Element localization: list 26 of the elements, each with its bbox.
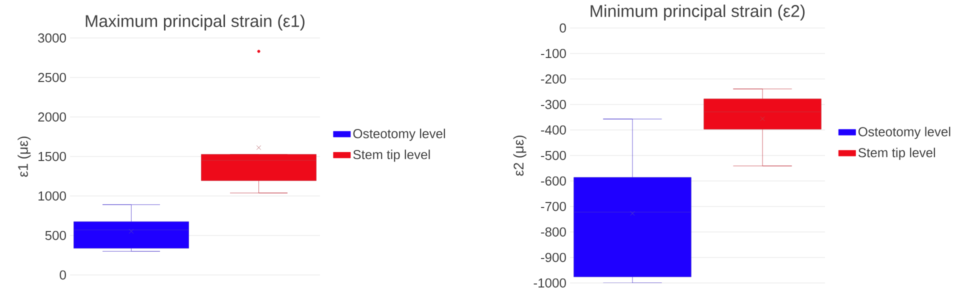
- y-axis-title: ε1 (με): [18, 136, 31, 177]
- legend-label: Osteotomy level: [858, 126, 950, 139]
- y-tick-label: -400: [541, 125, 566, 135]
- y-tick-label: -200: [541, 74, 566, 84]
- y-tick-label: -100: [541, 48, 566, 58]
- y-tick-label: 500: [45, 230, 66, 240]
- chart-title: Maximum principal strain (ε1): [86, 14, 304, 30]
- y-tick-label: 3000: [38, 33, 66, 43]
- legend-label: Stem tip level: [858, 148, 936, 160]
- y-tick-label: 1000: [38, 191, 66, 201]
- y-tick-label: -500: [541, 150, 566, 160]
- y-tick-label: -900: [541, 252, 566, 262]
- y-tick-label: 0: [60, 270, 66, 280]
- y-tick-label: 0: [560, 23, 566, 33]
- y-tick-label: -800: [541, 227, 566, 237]
- legend-label: Stem tip level: [353, 150, 430, 162]
- y-tick-label: -300: [541, 100, 566, 110]
- y-tick-label: -1000: [534, 278, 566, 288]
- y-tick-label: -600: [541, 176, 566, 186]
- y-tick-label: 2000: [38, 112, 66, 122]
- legend-label: Osteotomy level: [353, 128, 445, 141]
- y-tick-label: 2500: [38, 72, 66, 82]
- y-tick-label: 1500: [38, 152, 66, 162]
- chart-title: Minimum principal strain (ε2): [590, 4, 805, 20]
- y-axis-title: ε2 (με): [513, 136, 526, 176]
- y-tick-label: -700: [541, 202, 566, 212]
